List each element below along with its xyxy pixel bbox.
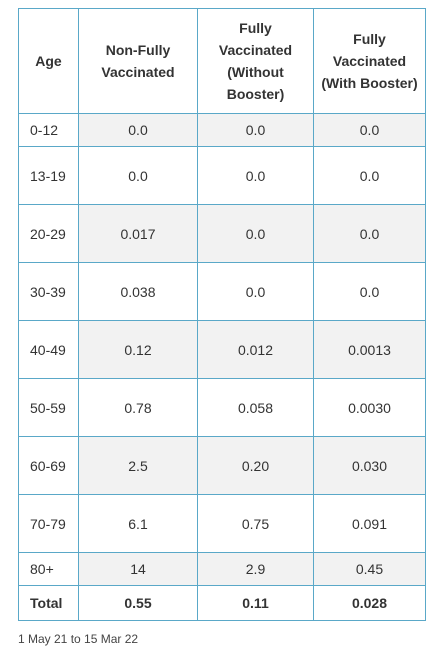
table-row: 13-19 0.0 0.0 0.0 xyxy=(18,146,426,205)
rate-cell: 0.0 xyxy=(313,204,426,263)
rate-cell: 0.0 xyxy=(78,113,198,147)
age-cell: 30-39 xyxy=(18,262,79,321)
age-cell: 40-49 xyxy=(18,320,79,379)
rate-cell: 0.0030 xyxy=(313,378,426,437)
rate-cell: 0.028 xyxy=(313,585,426,621)
rate-cell: 0.091 xyxy=(313,494,426,553)
table-row: 70-79 6.1 0.75 0.091 xyxy=(18,494,426,553)
age-cell: Total xyxy=(18,585,79,621)
rate-cell: 2.9 xyxy=(197,552,314,586)
rate-cell: 0.75 xyxy=(197,494,314,553)
table-row: 0-12 0.0 0.0 0.0 xyxy=(18,113,426,147)
rate-cell: 0.038 xyxy=(78,262,198,321)
rate-cell: 0.55 xyxy=(78,585,198,621)
age-cell: 80+ xyxy=(18,552,79,586)
rate-cell: 0.12 xyxy=(78,320,198,379)
rate-cell: 0.11 xyxy=(197,585,314,621)
rate-cell: 0.0 xyxy=(197,204,314,263)
rate-cell: 0.0 xyxy=(78,146,198,205)
table-row: 50-59 0.78 0.058 0.0030 xyxy=(18,378,426,437)
rate-cell: 0.45 xyxy=(313,552,426,586)
rate-cell: 0.0 xyxy=(197,262,314,321)
table-row: Total 0.55 0.11 0.028 xyxy=(18,585,426,621)
rate-cell: 0.030 xyxy=(313,436,426,495)
rate-cell: 0.0 xyxy=(313,113,426,147)
age-cell: 60-69 xyxy=(18,436,79,495)
table-row: 80+ 14 2.9 0.45 xyxy=(18,552,426,586)
table-row: 40-49 0.12 0.012 0.0013 xyxy=(18,320,426,379)
rate-cell: 2.5 xyxy=(78,436,198,495)
rate-cell: 6.1 xyxy=(78,494,198,553)
header-row: Age Non-Fully Vaccinated Fully Vaccinated … xyxy=(18,8,426,114)
table-row: 30-39 0.038 0.0 0.0 xyxy=(18,262,426,321)
rate-cell: 0.058 xyxy=(197,378,314,437)
rate-cell: 0.017 xyxy=(78,204,198,263)
rate-cell: 0.78 xyxy=(78,378,198,437)
rate-cell: 0.20 xyxy=(197,436,314,495)
vaccination-table: Age Non-Fully Vaccinated Fully Vaccinated … xyxy=(18,8,426,621)
header-cell: Fully Vaccinated (Without Booster) xyxy=(197,8,314,114)
rate-cell: 0.012 xyxy=(197,320,314,379)
header-cell: Non-Fully Vaccinated xyxy=(78,8,198,114)
rate-cell: 0.0013 xyxy=(313,320,426,379)
header-cell: Fully Vaccinated (With Booster) xyxy=(313,8,426,114)
rate-cell: 0.0 xyxy=(313,262,426,321)
table-body: 0-12 0.0 0.0 0.0 13-19 0.0 0.0 0.0 20-29 0.017 0.0… xyxy=(18,113,426,621)
rate-cell: 0.0 xyxy=(197,146,314,205)
rate-cell: 0.0 xyxy=(313,146,426,205)
rate-cell: 14 xyxy=(78,552,198,586)
age-cell: 13-19 xyxy=(18,146,79,205)
age-cell: 0-12 xyxy=(18,113,79,147)
age-cell: 50-59 xyxy=(18,378,79,437)
age-cell: 20-29 xyxy=(18,204,79,263)
footnote: 1 May 21 to 15 Mar 22 xyxy=(18,632,139,646)
table-row: 20-29 0.017 0.0 0.0 xyxy=(18,204,426,263)
table-row: 60-69 2.5 0.20 0.030 xyxy=(18,436,426,495)
header-cell: Age xyxy=(18,8,79,114)
rate-cell: 0.0 xyxy=(197,113,314,147)
age-cell: 70-79 xyxy=(18,494,79,553)
